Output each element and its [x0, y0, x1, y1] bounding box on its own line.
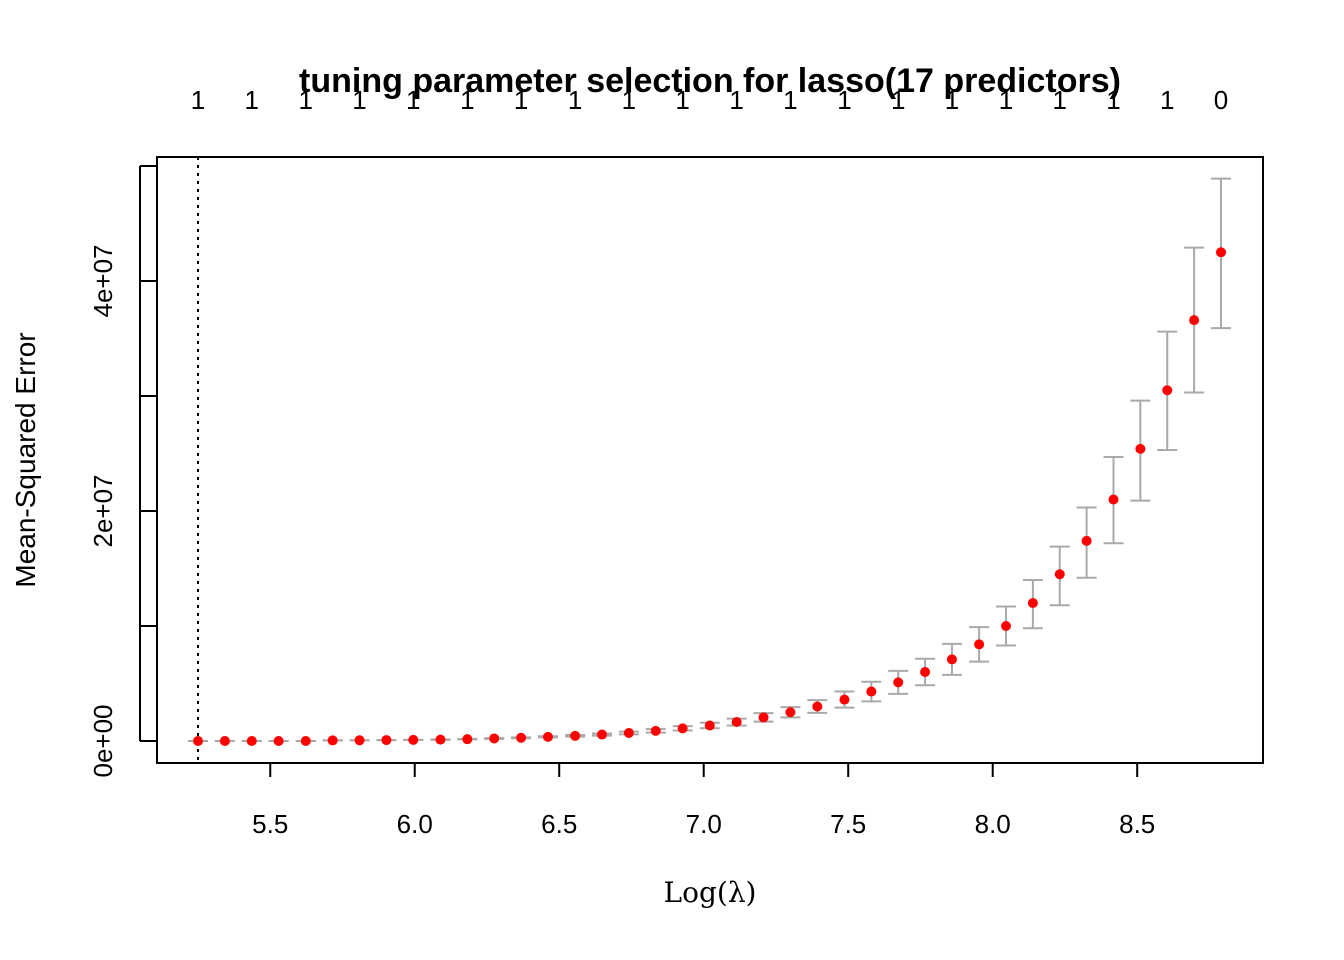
- top-count-label: 1: [514, 85, 528, 115]
- data-point: [785, 707, 796, 718]
- data-point: [946, 654, 957, 665]
- plot-area-frame: [156, 156, 1264, 764]
- data-point: [839, 694, 850, 705]
- x-tick-label: 7.0: [686, 809, 722, 839]
- data-point: [893, 677, 904, 688]
- top-count-label: 1: [999, 85, 1013, 115]
- top-count-label: 1: [460, 85, 474, 115]
- chart-title: tuning parameter selection for lasso(17 …: [299, 62, 1121, 100]
- x-tick-label: 5.5: [252, 809, 288, 839]
- data-point-layer: [193, 247, 1226, 746]
- x-tick-label: 8.0: [975, 809, 1011, 839]
- data-point: [704, 720, 715, 731]
- data-point: [623, 727, 634, 738]
- top-count-label: 0: [1214, 85, 1228, 115]
- data-point: [273, 736, 284, 746]
- data-point: [731, 717, 742, 728]
- top-count-label: 1: [891, 85, 905, 115]
- top-count-label: 1: [245, 85, 259, 115]
- top-axis-nonzero-counts: 1 1 1 1 1 1 1 1 1 1 1 1 1 1 1 1 1 1 1 0: [191, 85, 1228, 115]
- top-count-label: 1: [729, 85, 743, 115]
- data-point: [1135, 443, 1146, 454]
- top-count-label: 1: [783, 85, 797, 115]
- data-point: [219, 736, 230, 746]
- data-point: [489, 733, 500, 744]
- data-point: [516, 732, 527, 743]
- x-axis: 5.5 6.0 6.5 7.0 7.5 8.0 8.5: [252, 762, 1155, 839]
- data-point: [1162, 385, 1173, 396]
- data-point: [1108, 494, 1119, 505]
- data-point: [570, 730, 581, 741]
- data-point: [193, 736, 203, 746]
- y-tick-label: 2e+07: [88, 474, 118, 547]
- top-count-label: 1: [299, 85, 313, 115]
- x-axis-title: Log(λ): [664, 876, 757, 909]
- data-point: [408, 734, 419, 745]
- data-point: [1081, 535, 1092, 546]
- x-tick-label: 8.5: [1119, 809, 1155, 839]
- top-count-label: 1: [1106, 85, 1120, 115]
- data-point: [381, 735, 392, 746]
- data-point: [354, 735, 365, 746]
- data-point: [1216, 247, 1226, 258]
- data-point: [812, 701, 823, 712]
- data-point: [920, 667, 931, 677]
- y-tick-label: 4e+07: [88, 244, 118, 317]
- data-point: [435, 734, 446, 745]
- data-point: [974, 639, 985, 650]
- x-tick-label: 6.5: [541, 809, 577, 839]
- top-count-label: 1: [191, 85, 205, 115]
- data-point: [1189, 315, 1200, 326]
- data-point: [866, 686, 877, 697]
- top-count-label: 1: [1053, 85, 1067, 115]
- data-point: [300, 736, 311, 746]
- data-point: [596, 729, 607, 740]
- data-point: [677, 723, 688, 734]
- data-point: [758, 712, 769, 723]
- data-point: [327, 735, 338, 746]
- data-point: [542, 731, 553, 742]
- y-axis: 0e+00 2e+07 4e+07: [88, 165, 157, 778]
- data-point: [1027, 598, 1038, 608]
- top-count-label: 1: [406, 85, 420, 115]
- y-axis-title: Mean-Squared Error: [10, 332, 41, 587]
- top-count-label: 1: [1160, 85, 1174, 115]
- error-bar-layer: [188, 177, 1231, 742]
- top-count-label: 1: [837, 85, 851, 115]
- top-count-label: 1: [675, 85, 689, 115]
- top-count-label: 1: [352, 85, 366, 115]
- data-point: [462, 734, 473, 745]
- data-point: [1000, 621, 1011, 631]
- data-point: [650, 725, 661, 736]
- data-point: [1054, 569, 1065, 580]
- top-count-label: 1: [622, 85, 636, 115]
- x-tick-label: 7.5: [830, 809, 866, 839]
- top-count-label: 1: [945, 85, 959, 115]
- data-point: [246, 736, 257, 746]
- x-tick-label: 6.0: [397, 809, 433, 839]
- y-tick-label: 0e+00: [88, 704, 118, 777]
- top-count-label: 1: [568, 85, 582, 115]
